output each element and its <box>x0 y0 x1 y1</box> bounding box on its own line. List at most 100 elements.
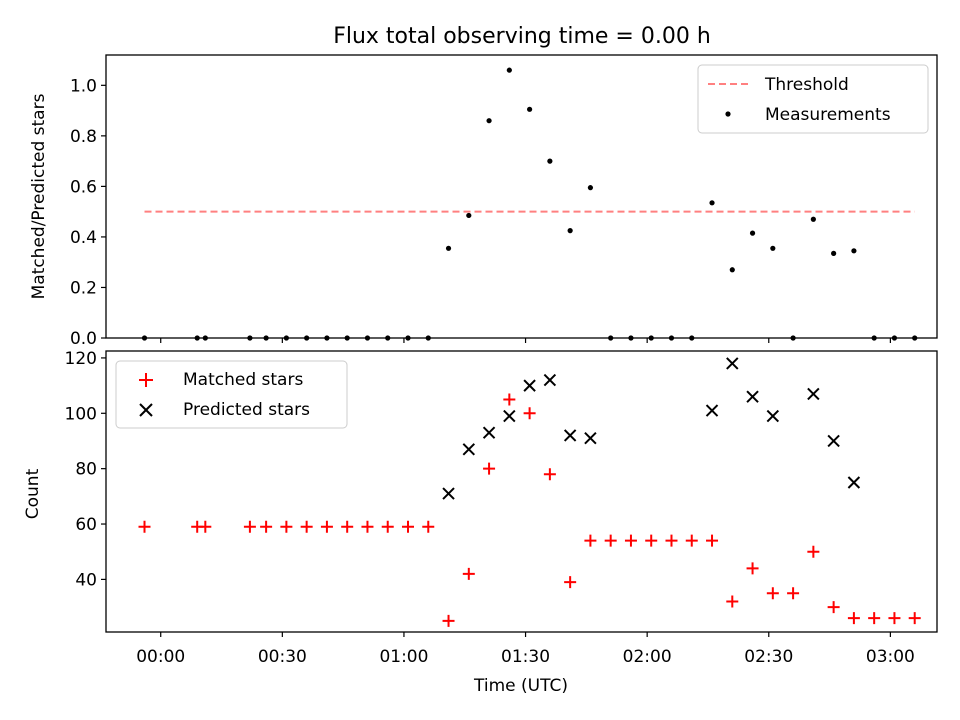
matched-star-point <box>422 520 435 533</box>
top-legend: Threshold Measurements <box>697 64 929 134</box>
matched-star-point <box>483 462 496 475</box>
matched-star-point <box>706 534 719 547</box>
predicted-star-point <box>523 379 536 392</box>
predicted-star-point <box>766 409 780 423</box>
matched-star-point <box>645 534 658 547</box>
matched-star-point <box>243 520 256 533</box>
matched-star-point <box>442 614 455 627</box>
predicted-star-point <box>503 409 516 423</box>
matched-star-point <box>462 567 475 580</box>
matched-star-point <box>280 520 293 533</box>
y-tick-label: 80 <box>75 460 97 480</box>
top-plot-frame <box>105 54 938 339</box>
bottom-y-axis-label: Count <box>23 468 43 519</box>
predicted-star-point <box>442 487 455 500</box>
measurement-point <box>587 185 594 191</box>
measurement-point <box>729 267 735 273</box>
matched-star-point <box>300 520 313 533</box>
bottom-legend-box <box>115 360 348 429</box>
matched-star-point <box>766 587 779 600</box>
y-tick-label: 120 <box>65 349 97 369</box>
matched-star-point <box>361 520 374 533</box>
matched-star-point <box>746 562 759 575</box>
predicted-star-point <box>462 443 476 456</box>
measurement-point <box>466 212 472 219</box>
x-tick-label: 02:30 <box>744 647 793 667</box>
x-axis-label: Time (UTC) <box>473 676 568 696</box>
predicted-star-point <box>746 390 759 403</box>
threshold-legend-label: Threshold <box>764 75 849 95</box>
matched-star-point <box>564 576 577 589</box>
matched-legend-label: Matched stars <box>183 370 303 390</box>
matched-star-point <box>503 393 516 406</box>
measurement-point <box>547 158 553 164</box>
bottom-y-axis: 40 60 80 100 120 <box>65 349 106 590</box>
measurement-point <box>527 106 533 112</box>
x-tick-label: 03:00 <box>866 647 915 667</box>
predicted-legend-swatch <box>139 403 153 417</box>
measurement-point <box>567 228 573 234</box>
matched-stars-series <box>138 393 921 627</box>
predicted-star-point <box>847 476 861 489</box>
bottom-legend: Matched stars Predicted stars <box>115 360 348 429</box>
measurement-point <box>486 118 492 124</box>
measurement-point <box>749 230 756 236</box>
y-tick-label: 0.2 <box>70 278 97 298</box>
matched-star-point <box>888 612 901 625</box>
matched-star-point <box>685 534 698 547</box>
top-panel: 0.0 0.2 0.4 0.6 0.8 1.0 Matched/Predicted sta… <box>29 54 938 349</box>
top-y-axis-label: Matched/Predicted stars <box>29 93 49 299</box>
matched-star-point <box>584 534 597 547</box>
predicted-legend-label: Predicted stars <box>183 400 310 420</box>
bottom-x-axis: 00:00 00:30 01:00 01:30 02:00 02:30 03:00 <box>136 632 915 667</box>
chart-title: Flux total observing time = 0.00 h <box>333 24 711 49</box>
measurement-point <box>810 216 816 222</box>
matched-star-point <box>138 520 151 533</box>
measurements-legend-swatch <box>725 111 731 117</box>
x-tick-label: 00:30 <box>258 647 307 667</box>
y-tick-label: 60 <box>75 515 97 535</box>
y-tick-label: 100 <box>65 404 97 424</box>
matched-star-point <box>320 520 333 533</box>
predicted-star-point <box>726 357 739 370</box>
x-tick-label: 01:30 <box>501 647 550 667</box>
bottom-plot-frame <box>105 350 938 633</box>
x-tick-label: 00:00 <box>136 647 185 667</box>
y-tick-label: 0.4 <box>70 228 97 248</box>
x-tick-label: 02:00 <box>623 647 672 667</box>
matched-star-point <box>726 595 739 608</box>
measurement-point <box>831 250 837 256</box>
matched-star-point <box>787 587 800 600</box>
y-tick-label: 0.6 <box>70 177 97 197</box>
y-tick-label: 1.0 <box>70 76 97 96</box>
predicted-star-point <box>563 429 577 442</box>
top-legend-box <box>697 64 929 134</box>
top-y-axis: 0.0 0.2 0.4 0.6 0.8 1.0 <box>70 76 106 349</box>
predicted-star-point <box>827 434 840 448</box>
measurement-point <box>851 248 857 254</box>
matched-star-point <box>381 520 394 533</box>
matched-star-point <box>908 612 921 625</box>
y-tick-label: 40 <box>75 570 97 590</box>
matched-star-point <box>827 601 840 614</box>
matched-star-point <box>341 520 354 533</box>
matched-star-point <box>868 612 881 625</box>
measurement-point <box>770 245 776 251</box>
matched-star-point <box>199 520 212 533</box>
matched-legend-swatch <box>139 373 153 387</box>
predicted-stars-series <box>442 357 861 500</box>
matched-star-point <box>665 534 678 547</box>
measurement-point <box>506 67 512 73</box>
predicted-star-point <box>543 373 557 387</box>
top-x-ticks <box>160 338 891 343</box>
measurement-point <box>445 245 452 251</box>
predicted-star-point <box>482 426 496 439</box>
matched-star-point <box>260 520 273 533</box>
matched-star-point <box>847 612 860 625</box>
predicted-star-point <box>807 387 820 401</box>
matched-star-point <box>604 534 617 547</box>
matched-star-point <box>401 520 414 533</box>
matched-star-point <box>543 468 556 481</box>
measurement-point <box>709 200 715 206</box>
